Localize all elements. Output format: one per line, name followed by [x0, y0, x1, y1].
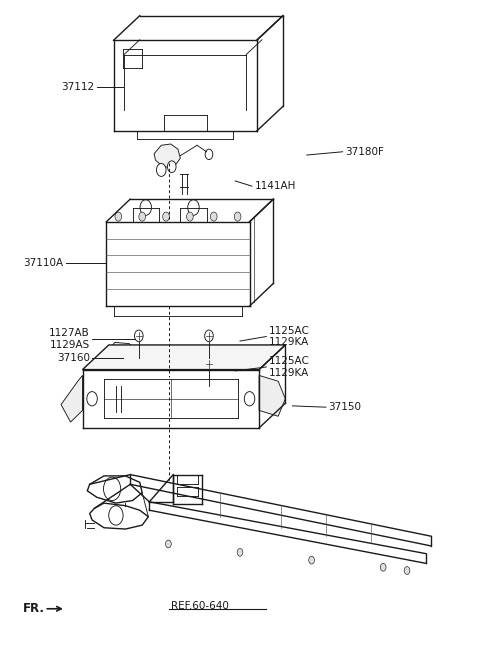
Circle shape: [244, 392, 255, 406]
Polygon shape: [154, 144, 180, 167]
Circle shape: [204, 330, 213, 342]
Text: REF.60-640: REF.60-640: [171, 600, 228, 611]
Text: FR.: FR.: [23, 602, 45, 615]
Circle shape: [237, 549, 243, 556]
Text: 37160: 37160: [57, 353, 90, 363]
Circle shape: [118, 347, 126, 357]
Circle shape: [87, 392, 97, 406]
Text: 37180F: 37180F: [345, 146, 384, 157]
Circle shape: [134, 330, 143, 342]
Polygon shape: [61, 376, 83, 422]
Circle shape: [205, 149, 213, 159]
Circle shape: [156, 163, 166, 176]
Circle shape: [210, 212, 217, 221]
Circle shape: [140, 200, 152, 215]
Circle shape: [309, 556, 314, 564]
Circle shape: [163, 212, 169, 221]
Text: 1129KA: 1129KA: [269, 368, 309, 378]
Circle shape: [115, 212, 121, 221]
Circle shape: [166, 540, 171, 548]
Circle shape: [380, 563, 386, 571]
Polygon shape: [83, 345, 285, 370]
Circle shape: [204, 359, 213, 370]
Text: 37150: 37150: [328, 402, 361, 412]
Circle shape: [234, 212, 241, 221]
Text: 1129AS: 1129AS: [49, 340, 90, 350]
Text: 37112: 37112: [61, 82, 95, 92]
Circle shape: [168, 161, 176, 173]
Text: 1141AH: 1141AH: [254, 181, 296, 191]
Circle shape: [188, 200, 199, 215]
Text: 1129KA: 1129KA: [269, 337, 309, 348]
Text: 37110A: 37110A: [24, 258, 63, 268]
Circle shape: [187, 212, 193, 221]
Text: 1127AB: 1127AB: [49, 328, 90, 339]
Circle shape: [139, 212, 145, 221]
Text: 1125AC: 1125AC: [269, 326, 310, 336]
Text: 1125AC: 1125AC: [269, 356, 310, 366]
Circle shape: [404, 566, 410, 574]
Polygon shape: [110, 342, 135, 362]
Polygon shape: [259, 376, 285, 416]
